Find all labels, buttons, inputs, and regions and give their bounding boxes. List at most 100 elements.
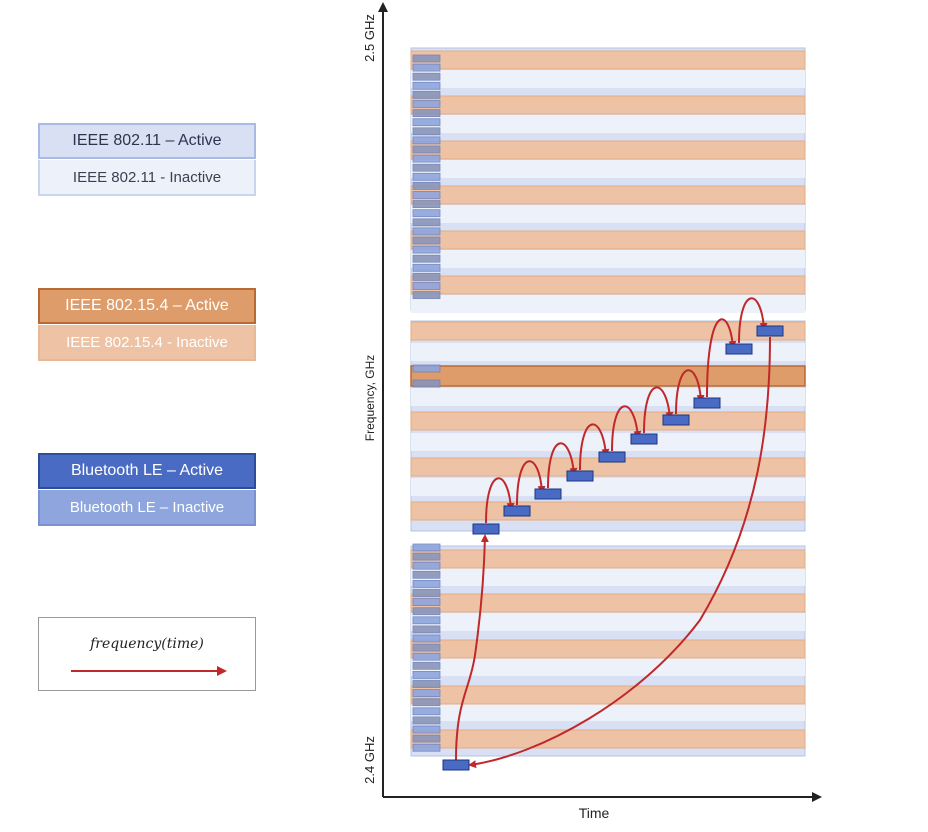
zigbee-channel-inactive [410, 685, 806, 705]
ble-active-hop-block [442, 759, 470, 771]
zigbee-channel-inactive [410, 185, 806, 205]
ble-inactive-channel [412, 716, 441, 725]
hop-arrow [547, 442, 578, 489]
wifi-inactive-stripe [411, 703, 805, 721]
ble-inactive-channel [412, 589, 441, 597]
ble-inactive-channel [412, 643, 441, 652]
zigbee-channel-inactive [410, 230, 806, 250]
legend-function-label: frequency(time) [90, 636, 204, 652]
zigbee-channel-inactive [410, 549, 806, 569]
hop-arrow [738, 297, 768, 344]
hop-arrow [468, 336, 771, 769]
hop-arrow [516, 460, 546, 506]
hop-arrow [706, 318, 737, 398]
ble-inactive-channel [412, 100, 441, 108]
ble-inactive-channel [412, 272, 441, 281]
ble-inactive-channel [412, 191, 441, 199]
wifi-inactive-stripe [411, 70, 805, 88]
legend-function: frequency(time) [38, 617, 256, 691]
ble-inactive-channel [412, 689, 441, 697]
y-tick-bottom: 2.4 GHz [362, 736, 377, 784]
wifi-inactive-stripe [411, 343, 805, 361]
ble-inactive-channel [412, 570, 441, 579]
ble-inactive-channel [412, 661, 441, 670]
legend-ble-inactive: Bluetooth LE – Inactive [38, 490, 256, 526]
wifi-inactive-stripe [411, 388, 805, 406]
ble-inactive-channel [412, 707, 441, 716]
wifi-inactive-stripe [411, 478, 805, 496]
zigbee-channel-inactive [410, 729, 806, 749]
ble-inactive-channel [412, 598, 441, 606]
legend-arrow-icon [71, 666, 227, 676]
ble-inactive-channel [412, 282, 441, 290]
ble-inactive-channel [412, 200, 441, 209]
y-tick-top: 2.5 GHz [362, 14, 377, 62]
hop-arrow [579, 423, 610, 471]
wifi-inactive-stripe [411, 160, 805, 178]
wifi-inactive-stripe [411, 568, 805, 586]
ble-inactive-channel [412, 698, 441, 707]
legend-wifi-inactive-label: IEEE 802.11 - Inactive [72, 168, 222, 186]
ble-inactive-channel [412, 607, 441, 616]
ble-inactive-channel [412, 236, 441, 245]
ble-inactive-channel [412, 291, 441, 300]
x-axis-label: Time [579, 805, 610, 821]
ble-inactive-channel [412, 209, 441, 218]
ble-inactive-channel [412, 245, 441, 254]
legend-wifi-active-label: IEEE 802.11 – Active [72, 132, 222, 149]
ble-inactive-channel [412, 616, 441, 625]
legend-zigbee-inactive-label: IEEE 802.15.4 - Inactive [66, 333, 228, 351]
ble-inactive-channel [412, 652, 441, 661]
hop-arrow [643, 386, 674, 434]
ble-inactive-channel [412, 680, 441, 688]
ble-inactive-channel [412, 181, 441, 190]
ble-inactive-channel [412, 725, 441, 734]
ble-active-hop-block [630, 433, 658, 445]
ble-inactive-channel [412, 172, 441, 181]
ble-inactive-channel [412, 379, 441, 388]
hop-arrow [611, 405, 642, 452]
legend-zigbee-active: IEEE 802.15.4 – Active [38, 288, 256, 324]
ble-inactive-channel [412, 254, 441, 263]
ble-inactive-channel [412, 743, 441, 752]
wifi-inactive-stripe [411, 250, 805, 268]
zigbee-channel-inactive [410, 140, 806, 160]
legend-ble-active: Bluetooth LE – Active [38, 453, 256, 489]
legend-wifi-active: IEEE 802.11 – Active [38, 123, 256, 159]
legend-wifi-inactive: IEEE 802.11 - Inactive [38, 160, 256, 196]
ble-inactive-channel [412, 127, 441, 136]
ble-inactive-channel [412, 543, 441, 552]
hop-path [455, 297, 771, 769]
zigbee-channel-active [410, 365, 806, 387]
ble-inactive-channel [412, 364, 441, 373]
legend-ble-inactive-label: Bluetooth LE – Inactive [69, 498, 225, 516]
zigbee-channel-inactive [410, 275, 806, 295]
ble-active-hop-block [534, 488, 562, 500]
ble-active-hop-block [566, 470, 594, 482]
ble-inactive-channel [412, 734, 441, 743]
ble-active-hop-block [598, 451, 626, 463]
wifi-inactive-stripe [411, 433, 805, 451]
ble-active-hop-block [756, 325, 784, 337]
ble-inactive-channel [412, 54, 441, 63]
ble-inactive-channel [412, 109, 441, 117]
zigbee-channel-inactive [410, 593, 806, 613]
ble-inactive-channel [412, 136, 441, 145]
wifi-inactive-stripe [411, 658, 805, 676]
zigbee-channel-inactive [410, 639, 806, 659]
ble-inactive-channel [412, 118, 441, 127]
ble-inactive-channel [412, 561, 441, 570]
ble-inactive-channel [412, 163, 441, 172]
wifi-inactive-stripe [411, 115, 805, 133]
wifi-inactive-stripe [411, 613, 805, 631]
ble-inactive-channel [412, 63, 441, 72]
wifi-inactive-stripe [411, 205, 805, 223]
ble-inactive-channel [412, 552, 441, 561]
ble-active-hop-block [503, 505, 531, 517]
wifi-inactive-stripe [411, 295, 805, 313]
y-axis-label: Frequency, GHz [363, 355, 377, 441]
ble-channel-column [412, 54, 441, 752]
hop-blocks [442, 325, 784, 771]
ble-inactive-channel [412, 634, 441, 643]
